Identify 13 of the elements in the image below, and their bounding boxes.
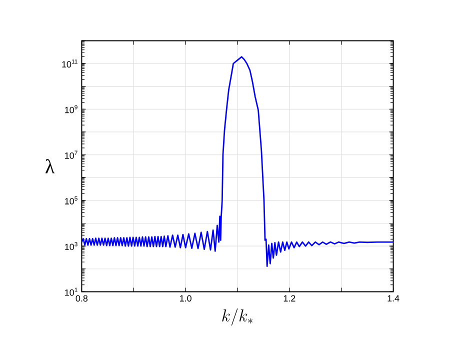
line-series <box>82 56 394 267</box>
x-axis-title: $k/k_*$ <box>222 308 252 326</box>
y-tick-label: 10$^{5}$ <box>65 196 78 204</box>
x-tick-label: 1.2 <box>284 295 296 302</box>
y-tick-label: 10$^{11}$ <box>62 60 78 68</box>
y-tick-label: 10$^{9}$ <box>65 105 78 114</box>
y-tick-label: 10$^{3}$ <box>65 242 78 250</box>
y-axis-title: λ <box>46 159 55 174</box>
x-tick-label: 1.4 <box>388 295 400 302</box>
x-tick-label: 1.0 <box>180 295 192 302</box>
y-tick-label: 10$^{1}$ <box>65 288 78 296</box>
x-tick-label: 0.8 <box>76 295 88 302</box>
y-tick-label: 10$^{7}$ <box>65 150 78 159</box>
